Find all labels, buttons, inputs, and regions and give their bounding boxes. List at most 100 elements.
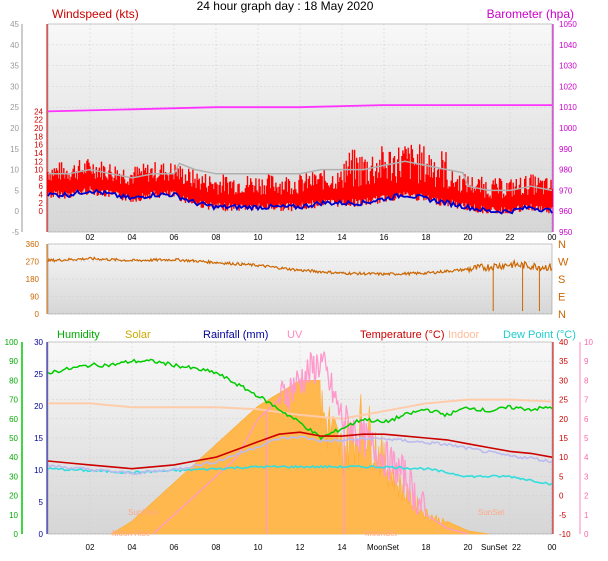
humidity-tick: 30 (9, 472, 18, 481)
windspeed-tick: 14 (34, 149, 43, 158)
barometer-tick: 980 (559, 166, 573, 175)
hour-tick: 02 (86, 543, 95, 552)
hour-tick: 20 (464, 543, 473, 552)
barometer-series (47, 104, 552, 113)
hour-tick: 08 (212, 233, 221, 242)
hour-tick: 00 (548, 233, 557, 242)
windspeed-tick: 4 (39, 191, 44, 200)
windspeed-series (47, 144, 553, 214)
uv-tick: 3 (584, 472, 589, 481)
hour-tick: 18 (422, 233, 431, 242)
compass-label: N (558, 309, 566, 321)
wind-trend-series (48, 160, 553, 192)
hour-tick: 10 (254, 543, 263, 552)
feels-like-series (47, 435, 553, 475)
uv-tick: 1 (584, 511, 589, 520)
chart-title: 24 hour graph day : 18 May 2020 (197, 0, 374, 13)
barometer-tick: 1020 (559, 82, 577, 91)
uv-tick: 5 (584, 434, 589, 443)
legend-humidity: Humidity (57, 329, 100, 341)
hour-tick: 14 (338, 233, 347, 242)
rain-tick: 15 (34, 434, 43, 443)
legend-dewpoint: Dew Point (°C) (503, 329, 576, 341)
moonset-label: MoonSet (365, 529, 398, 538)
hour-tick: 18 (422, 543, 431, 552)
windspeed-tick: 12 (34, 157, 43, 166)
barometer-tick: 1050 (559, 20, 577, 29)
hour-tick: 10 (254, 233, 263, 242)
rain-tick: 20 (34, 402, 43, 411)
sunset-label: SunSet (478, 508, 505, 517)
barometer-tick: 1000 (559, 124, 577, 133)
temperature-tick: 0 (559, 492, 564, 501)
windspeed-tick: 8 (39, 174, 44, 183)
uv-tick: 7 (584, 396, 589, 405)
windspeed-outer-tick: 10 (10, 166, 19, 175)
humidity-tick: 100 (5, 338, 19, 347)
legend-rainfall: Rainfall (mm) (203, 329, 268, 341)
barometer-tick: 990 (559, 145, 573, 154)
temperature-tick: 35 (559, 357, 568, 366)
windspeed-outer-tick: 25 (10, 103, 19, 112)
windspeed-outer-tick: 5 (15, 186, 20, 195)
rain-tick: 10 (34, 466, 43, 475)
hour-tick: 08 (212, 543, 221, 552)
hour-tick: 22 (512, 543, 521, 552)
direction-tick: 180 (26, 275, 40, 284)
rain-tick: 25 (34, 370, 43, 379)
moonrise-label: Moon Rise (112, 529, 151, 538)
uv-tick: 10 (584, 338, 593, 347)
windspeed-tick: 20 (34, 124, 43, 133)
humidity-tick: 50 (9, 434, 18, 443)
windspeed-tick: 6 (39, 182, 44, 191)
temperature-tick: -5 (559, 511, 567, 520)
humidity-tick: 0 (14, 530, 19, 539)
legend-temperature: Temperature (°C) (360, 329, 444, 341)
humidity-tick: 70 (9, 396, 18, 405)
windspeed-outer-tick: 45 (10, 20, 19, 29)
average-wind-series (47, 188, 553, 215)
windspeed-outer-tick: 40 (10, 41, 19, 50)
uv-tick: 8 (584, 376, 589, 385)
hour-tick: 14 (338, 543, 347, 552)
rain-tick: 30 (34, 338, 43, 347)
wind-direction-series (47, 256, 553, 277)
windspeed-tick: 16 (34, 141, 43, 150)
legend-indoor: Indoor (448, 329, 480, 341)
temperature-tick: 25 (559, 396, 568, 405)
windspeed-tick: 18 (34, 132, 43, 141)
temperature-tick: 20 (559, 415, 568, 424)
hour-tick: 04 (128, 543, 137, 552)
barometer-tick: 950 (559, 228, 573, 237)
barometer-tick: 970 (559, 186, 573, 195)
temperature-tick: 5 (559, 472, 564, 481)
windspeed-tick: 10 (34, 166, 43, 175)
compass-label: W (558, 257, 569, 269)
legend-solar: Solar (125, 329, 151, 341)
hour-tick: 06 (170, 543, 179, 552)
bottom-moonset-label: MoonSet (367, 543, 400, 552)
rain-tick: 0 (39, 530, 44, 539)
windspeed-outer-tick: 30 (10, 82, 19, 91)
windspeed-tick: 24 (34, 107, 43, 116)
humidity-tick: 80 (9, 376, 18, 385)
uv-tick: 6 (584, 415, 589, 424)
hour-tick: 00 (548, 543, 557, 552)
uv-series (152, 351, 469, 535)
hour-tick: 12 (296, 233, 305, 242)
direction-tick: 270 (26, 258, 40, 267)
windspeed-tick: 22 (34, 116, 43, 125)
uv-tick: 2 (584, 492, 589, 501)
hour-tick: 20 (464, 233, 473, 242)
barometer-axis-title: Barometer (hpa) (487, 7, 574, 21)
temperature-tick: -10 (559, 530, 571, 539)
temperature-series (47, 431, 553, 470)
windspeed-outer-tick: 15 (10, 145, 19, 154)
hour-tick: 06 (170, 233, 179, 242)
temperature-tick: 15 (559, 434, 568, 443)
humidity-tick: 20 (9, 492, 18, 501)
temperature-tick: 10 (559, 453, 568, 462)
windspeed-outer-tick: 0 (15, 207, 20, 216)
legend-uv: UV (287, 329, 303, 341)
hour-tick: 16 (380, 233, 389, 242)
